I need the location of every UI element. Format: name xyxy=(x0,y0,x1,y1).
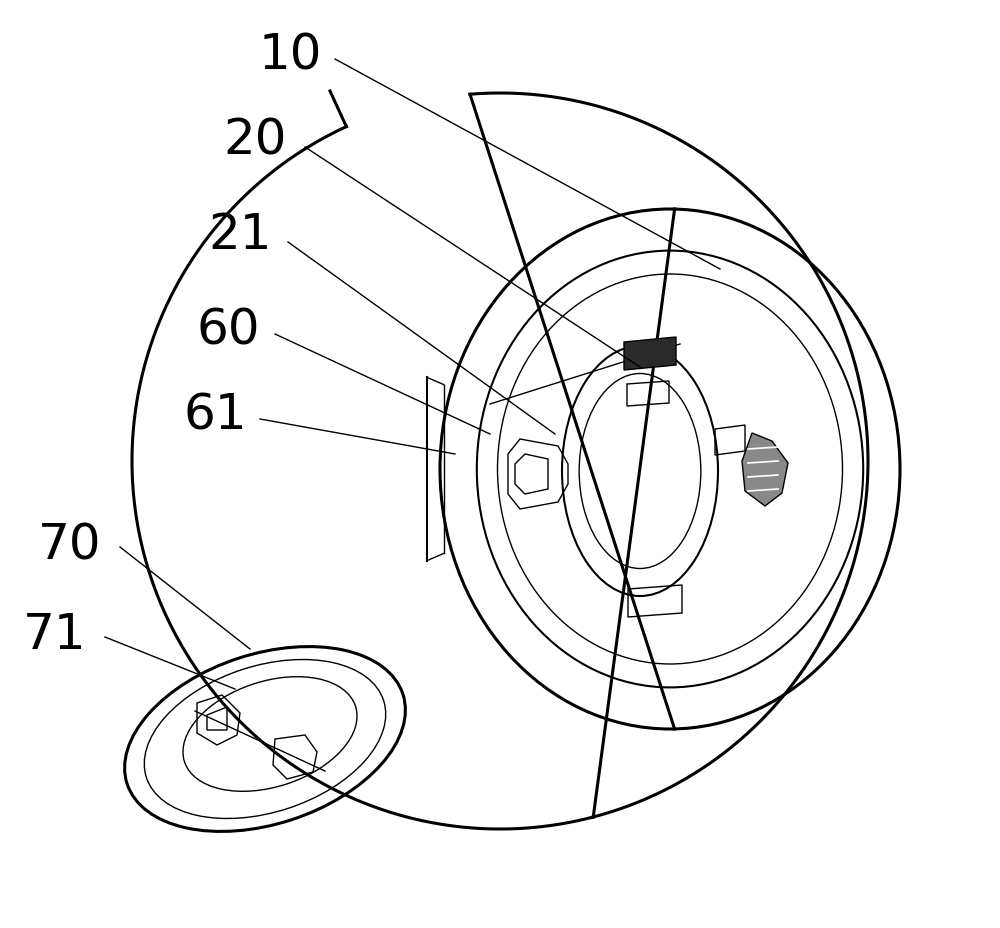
Text: 71: 71 xyxy=(23,611,87,658)
Polygon shape xyxy=(624,338,676,370)
Text: 70: 70 xyxy=(38,521,102,568)
Text: 61: 61 xyxy=(183,391,247,439)
Polygon shape xyxy=(742,433,788,507)
Text: 21: 21 xyxy=(208,211,272,259)
Text: 20: 20 xyxy=(223,116,287,164)
Text: 60: 60 xyxy=(196,305,260,354)
Text: 10: 10 xyxy=(258,31,322,79)
